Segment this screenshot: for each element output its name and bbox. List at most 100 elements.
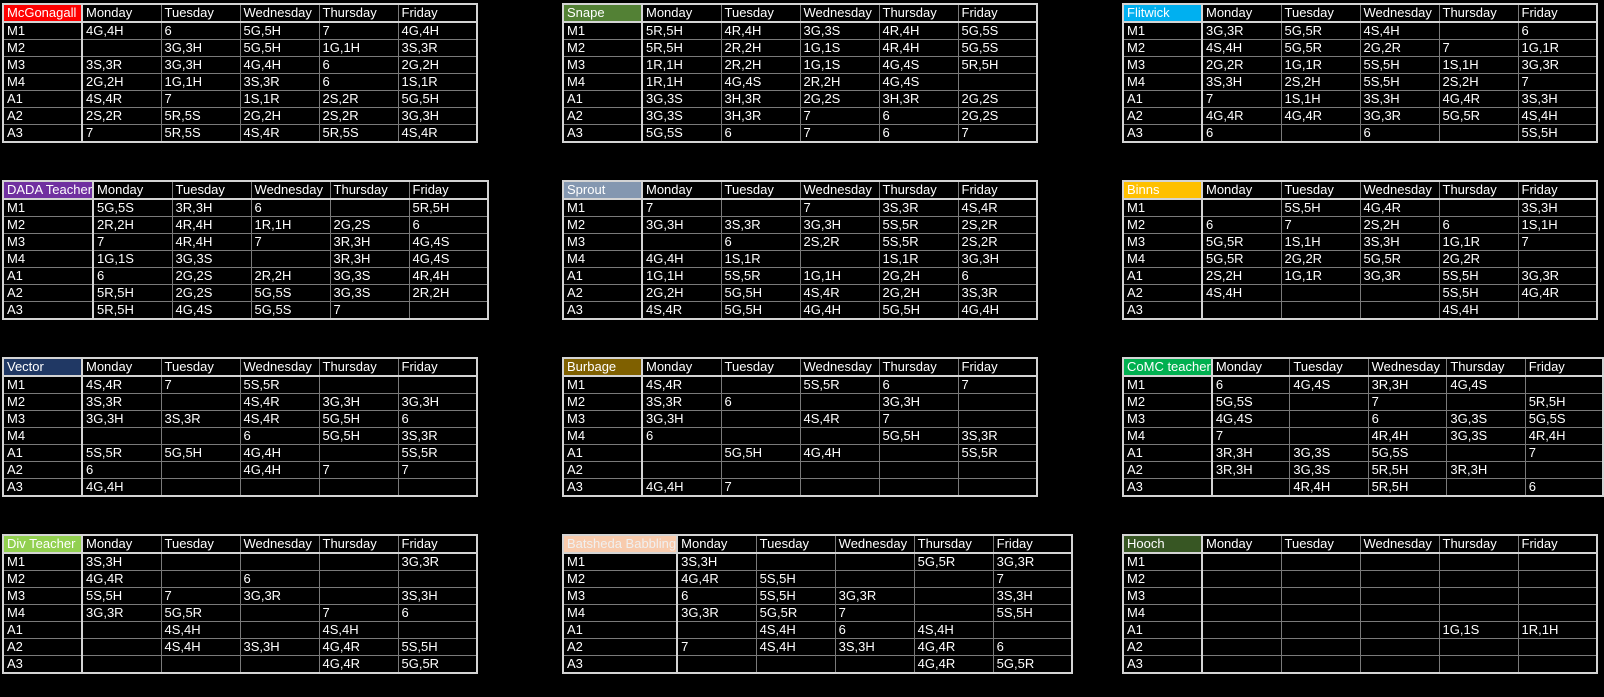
schedule-cell[interactable]: 2S,2H [1201,267,1282,285]
schedule-cell[interactable]: 4S,4H [160,638,241,656]
period-label-cell[interactable]: A2 [1122,107,1203,125]
schedule-cell[interactable] [1446,444,1526,462]
schedule-cell[interactable]: 4G,4H [397,21,478,40]
schedule-cell[interactable]: 3G,3S [329,267,410,285]
period-label-cell[interactable]: A2 [1122,284,1203,302]
schedule-cell[interactable]: 1G,1H [160,73,241,91]
schedule-cell[interactable]: 4G,4S [878,56,959,74]
schedule-cell[interactable]: 3G,3H [878,393,959,411]
schedule-cell[interactable]: 2S,2H [1280,73,1361,91]
schedule-cell[interactable]: 4S,4H [913,621,994,639]
schedule-cell[interactable]: 5G,5S [641,124,722,143]
schedule-cell[interactable]: 5G,5R [755,604,836,622]
schedule-cell[interactable]: 6 [318,73,399,91]
period-label-cell[interactable]: A3 [562,301,643,320]
period-label-cell[interactable]: A2 [2,284,95,302]
schedule-cell[interactable]: 4G,4S [878,73,959,91]
day-header-cell[interactable]: Tuesday [160,357,241,377]
schedule-cell[interactable]: 7 [957,124,1038,143]
schedule-cell[interactable]: 5S,5R [957,444,1038,462]
day-header-cell[interactable]: Wednesday [1359,180,1440,200]
schedule-cell[interactable]: 5G,5H [239,21,320,40]
period-label-cell[interactable]: M2 [2,216,95,234]
schedule-cell[interactable]: 3G,3S [1446,410,1526,428]
schedule-cell[interactable]: 5G,5H [878,427,959,445]
teacher-name-cell[interactable]: CoMC teacher [1122,357,1213,377]
schedule-cell[interactable] [720,427,801,445]
schedule-cell[interactable]: 5S,5R [799,375,880,394]
period-label-cell[interactable]: M4 [1122,604,1203,622]
period-label-cell[interactable]: A1 [2,267,95,285]
schedule-cell[interactable] [1517,655,1598,674]
schedule-cell[interactable]: 3S,3R [81,393,162,411]
period-label-cell[interactable]: A2 [562,284,643,302]
schedule-cell[interactable] [1289,410,1369,428]
schedule-cell[interactable]: 3S,3R [957,284,1038,302]
period-label-cell[interactable]: A1 [1122,267,1203,285]
schedule-cell[interactable]: 3G,3R [397,552,478,571]
schedule-cell[interactable] [1517,638,1598,656]
schedule-cell[interactable]: 3G,3S [641,107,722,125]
period-label-cell[interactable]: A2 [2,107,83,125]
day-header-cell[interactable]: Thursday [1438,534,1519,554]
period-label-cell[interactable]: A3 [2,301,95,320]
period-label-cell[interactable]: M3 [2,233,95,251]
schedule-cell[interactable]: 5G,5S [1524,410,1604,428]
period-label-cell[interactable]: M4 [562,73,643,91]
schedule-cell[interactable] [1359,552,1440,571]
schedule-cell[interactable] [913,587,994,605]
schedule-cell[interactable]: 6 [878,375,959,394]
schedule-cell[interactable]: 5S,5H [992,604,1073,622]
schedule-cell[interactable] [1280,124,1361,143]
period-label-cell[interactable]: A2 [1122,461,1213,479]
day-header-cell[interactable]: Thursday [1438,180,1519,200]
schedule-cell[interactable] [1524,375,1604,394]
period-label-cell[interactable]: M3 [562,56,643,74]
schedule-cell[interactable]: 7 [81,124,162,143]
schedule-cell[interactable]: 3S,3H [676,552,757,571]
schedule-cell[interactable]: 2G,2S [171,284,252,302]
schedule-cell[interactable]: 3S,3R [878,198,959,217]
schedule-cell[interactable]: 3R,3H [1211,461,1291,479]
schedule-cell[interactable]: 4R,4H [878,21,959,40]
schedule-cell[interactable] [1446,393,1526,411]
schedule-cell[interactable]: 3R,3H [171,198,252,217]
schedule-cell[interactable]: 4S,4R [799,410,880,428]
schedule-cell[interactable]: 7 [318,461,399,479]
schedule-cell[interactable]: 2S,2H [1359,216,1440,234]
day-header-cell[interactable]: Friday [397,534,478,554]
period-label-cell[interactable]: M1 [2,21,83,40]
teacher-name-cell[interactable]: McGonagall [2,3,83,23]
day-header-cell[interactable]: Friday [1524,357,1604,377]
schedule-cell[interactable] [957,393,1038,411]
schedule-cell[interactable]: 4S,4H [1517,107,1598,125]
schedule-cell[interactable]: 6 [676,587,757,605]
schedule-cell[interactable] [329,198,410,217]
period-label-cell[interactable]: A2 [2,638,83,656]
day-header-cell[interactable]: Wednesday [799,357,880,377]
schedule-cell[interactable]: 5R,5S [160,124,241,143]
schedule-cell[interactable]: 5G,5R [1201,250,1282,268]
period-label-cell[interactable]: M4 [2,604,83,622]
day-header-cell[interactable]: Friday [957,3,1038,23]
schedule-cell[interactable]: 5G,5S [957,21,1038,40]
period-label-cell[interactable]: M3 [2,56,83,74]
day-header-cell[interactable]: Thursday [1446,357,1526,377]
schedule-cell[interactable]: 1G,1R [1280,56,1361,74]
day-header-cell[interactable]: Monday [641,3,722,23]
period-label-cell[interactable]: M3 [1122,587,1203,605]
schedule-cell[interactable]: 4S,4H [1359,21,1440,40]
schedule-cell[interactable] [1438,570,1519,588]
schedule-cell[interactable]: 5G,5S [250,284,331,302]
teacher-name-cell[interactable]: Sprout [562,180,643,200]
schedule-cell[interactable] [318,570,399,588]
schedule-cell[interactable]: 5G,5S [250,301,331,320]
schedule-cell[interactable] [1201,655,1282,674]
schedule-cell[interactable]: 6 [397,410,478,428]
schedule-cell[interactable]: 7 [799,107,880,125]
schedule-cell[interactable]: 5S,5H [1280,198,1361,217]
schedule-cell[interactable] [250,250,331,268]
schedule-cell[interactable]: 4S,4R [239,410,320,428]
day-header-cell[interactable]: Thursday [878,357,959,377]
day-header-cell[interactable]: Monday [1201,180,1282,200]
